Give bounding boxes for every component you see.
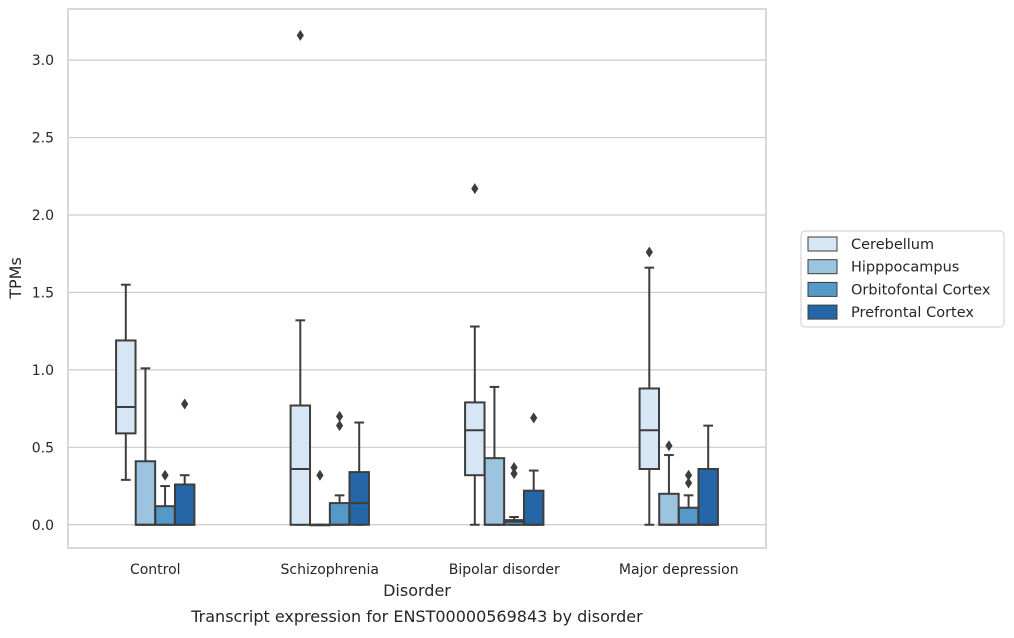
legend-frame xyxy=(800,230,1005,328)
x-axis-label: Disorder xyxy=(383,581,451,600)
outlier-point xyxy=(665,440,673,452)
legend: Cerebellum Hipppocampus Orbitofontal Corte… xyxy=(800,230,1005,328)
outlier-point xyxy=(296,29,304,41)
outlier-point xyxy=(181,398,189,410)
x-tick-label: Bipolar disorder xyxy=(449,562,560,578)
y-tick-label: 1.0 xyxy=(32,363,54,379)
legend-swatch xyxy=(807,259,838,275)
box-body xyxy=(173,483,196,526)
plot-frame xyxy=(67,8,767,549)
outlier-point xyxy=(510,468,518,480)
box-body xyxy=(464,401,486,477)
box-body xyxy=(348,471,370,526)
box-body xyxy=(638,387,661,471)
box-body xyxy=(289,404,312,526)
box-body xyxy=(154,505,176,526)
y-tick-label: 2.5 xyxy=(32,131,54,147)
box-orbitofontal-cortex xyxy=(503,461,525,526)
outlier-point xyxy=(530,412,538,424)
legend-swatch xyxy=(807,281,838,297)
box-body xyxy=(522,489,545,526)
box-orbitofontal-cortex xyxy=(677,469,700,526)
y-tick-label: 0.5 xyxy=(32,440,54,456)
x-tick-label: Control xyxy=(130,562,181,578)
outlier-point xyxy=(510,461,518,473)
x-tick-label: Schizophrenia xyxy=(281,562,379,578)
outlier-point xyxy=(645,246,653,258)
legend-label: Cerebellum xyxy=(851,237,934,253)
box-body xyxy=(328,502,351,526)
box-body xyxy=(483,457,506,526)
legend-label: Prefrontal Cortex xyxy=(851,305,974,321)
box-cerebellum xyxy=(289,29,312,526)
y-tick-label: 2.0 xyxy=(32,208,54,224)
box-body xyxy=(134,460,157,526)
y-tick-label: 0.0 xyxy=(32,518,54,534)
legend-label: Hipppocampus xyxy=(851,260,959,276)
box-hipppocampus xyxy=(134,367,157,526)
box-cerebellum xyxy=(464,183,486,526)
y-tick-label: 3.0 xyxy=(32,53,54,69)
y-axis-ticks: 0.0 0.5 1.0 1.5 2.0 2.5 3.0 xyxy=(32,53,54,534)
box-body xyxy=(677,506,700,526)
box-hipppocampus xyxy=(483,385,506,526)
box-hipppocampus xyxy=(658,440,680,526)
box-cerebellum xyxy=(115,283,137,481)
box-body xyxy=(697,468,719,526)
box-orbitofontal-cortex xyxy=(328,410,351,526)
box-body xyxy=(115,339,137,435)
box-hipppocampus xyxy=(309,469,331,527)
outlier-point xyxy=(684,477,693,489)
x-axis-ticks: Control Schizophrenia Bipolar disorder Majo… xyxy=(130,562,739,578)
box-cerebellum xyxy=(638,246,661,526)
box-prefrontal-cortex xyxy=(522,412,545,526)
legend-swatch xyxy=(807,304,838,320)
x-tick-label: Major depression xyxy=(619,562,739,578)
box-prefrontal-cortex xyxy=(697,424,719,526)
outlier-point xyxy=(471,183,479,195)
outlier-point xyxy=(316,469,324,481)
box-prefrontal-cortex xyxy=(173,398,196,526)
plot-area xyxy=(115,29,719,527)
outlier-point xyxy=(161,469,169,481)
gridlines xyxy=(68,59,766,526)
box-orbitofontal-cortex xyxy=(154,469,176,526)
legend-swatch xyxy=(807,236,838,252)
box-prefrontal-cortex xyxy=(348,421,370,526)
chart-caption: Transcript expression for ENST0000056984… xyxy=(190,607,643,626)
box-body xyxy=(658,492,680,526)
y-axis-label: TPMs xyxy=(6,257,25,300)
outlier-point xyxy=(684,469,693,481)
legend-label: Orbitofontal Cortex xyxy=(851,282,991,298)
outlier-point xyxy=(335,420,344,432)
y-tick-label: 1.5 xyxy=(32,285,54,301)
outlier-point xyxy=(335,410,344,422)
